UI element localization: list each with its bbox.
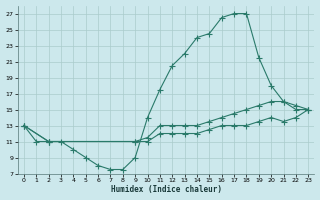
X-axis label: Humidex (Indice chaleur): Humidex (Indice chaleur) [111, 185, 221, 194]
